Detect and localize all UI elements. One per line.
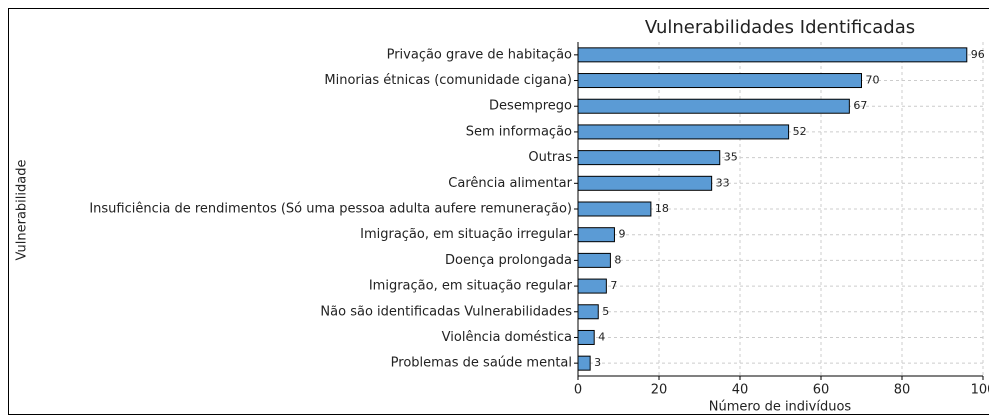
- x-tick-label: 20: [651, 383, 668, 398]
- y-tick-label: Minorias étnicas (comunidade cigana): [324, 73, 572, 88]
- value-label: 7: [610, 279, 617, 292]
- value-label: 52: [793, 125, 807, 138]
- y-tick-label: Outras: [528, 150, 572, 165]
- y-tick-label: Não são identificadas Vulnerabilidades: [320, 304, 572, 319]
- value-label: 8: [614, 253, 621, 266]
- x-tick-label: 80: [894, 383, 911, 398]
- value-label: 5: [602, 305, 609, 318]
- value-label: 33: [716, 176, 730, 189]
- bar: [577, 150, 721, 166]
- bar: [577, 175, 713, 191]
- y-axis-label: Vulnerabilidade: [15, 160, 30, 261]
- x-tick-label: 100: [971, 383, 989, 398]
- x-tick-label: 0: [574, 383, 582, 398]
- value-label: 4: [598, 330, 605, 343]
- bar: [577, 278, 607, 294]
- y-tick-label: Violência doméstica: [442, 330, 572, 345]
- x-tick-label: 40: [732, 383, 749, 398]
- frame: [8, 8, 989, 415]
- y-tick-label: Carência alimentar: [448, 176, 572, 191]
- bar: [577, 73, 862, 89]
- bar: [577, 124, 790, 140]
- y-tick-label: Imigração, em situação irregular: [360, 227, 573, 242]
- bar: [577, 98, 850, 114]
- value-label: 18: [655, 202, 669, 215]
- bar: [577, 47, 968, 63]
- y-tick-label: Sem informação: [466, 124, 572, 139]
- y-tick-label: Insuficiência de rendimentos (Só uma pes…: [89, 202, 572, 217]
- bar: [577, 304, 599, 320]
- bar: [577, 355, 591, 371]
- value-label: 96: [971, 48, 985, 61]
- value-label: 67: [853, 99, 867, 112]
- y-tick-label: Imigração, em situação regular: [369, 279, 573, 294]
- y-tick-label: Desemprego: [489, 99, 572, 114]
- value-label: 3: [594, 356, 601, 369]
- x-tick-label: 60: [813, 383, 830, 398]
- value-label: 70: [866, 74, 880, 87]
- bar: [577, 329, 595, 345]
- bar: [577, 201, 652, 217]
- bar: [577, 227, 615, 243]
- value-label: 9: [618, 228, 625, 241]
- bar: [577, 252, 611, 268]
- y-tick-label: Doença prolongada: [445, 253, 572, 268]
- y-tick-label: Problemas de saúde mental: [391, 356, 572, 371]
- x-axis-label: Número de indivíduos: [709, 400, 852, 415]
- chart-title: Vulnerabilidades Identificadas: [645, 17, 915, 38]
- y-tick-label: Privação grave de habitação: [387, 47, 572, 62]
- value-label: 35: [724, 151, 738, 164]
